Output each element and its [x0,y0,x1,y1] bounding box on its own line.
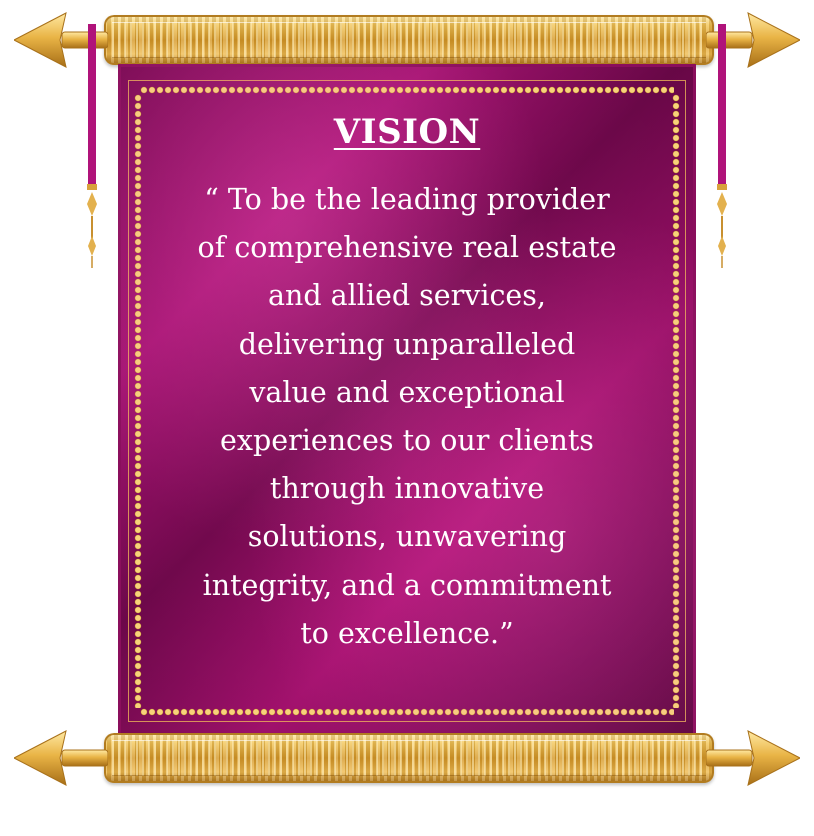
left-arrow-tip-icon [14,730,108,786]
left-tassel-icon [87,24,97,268]
vision-title: VISION [333,112,481,152]
vision-statement: “ To be the leading provider of comprehe… [168,176,646,658]
vision-banner: VISION “ To be the leading provider of c… [118,64,696,736]
right-arrow-tip-icon [706,730,800,786]
statement-line: delivering unparalleled [238,327,576,361]
statement-line: value and exceptional [249,375,565,409]
statement-line: through innovative [269,472,545,506]
right-arrow-tip-icon [706,12,800,68]
right-tassel-icon [717,24,727,268]
statement-line: of comprehensive real estate [197,231,617,265]
statement-line: to excellence.” [300,616,514,650]
left-arrow-tip-icon [14,12,108,68]
banner-inner-border [128,80,686,722]
statement-line: and allied services, [267,279,546,313]
bottom-scroll-rod [104,733,714,783]
top-scroll-rod [104,15,714,65]
statement-line: integrity, and a commitment [202,568,612,602]
statement-line: solutions, unwavering [247,520,567,554]
statement-line: “ To be the leading provider [204,183,610,216]
statement-line: experiences to our clients [220,424,594,458]
